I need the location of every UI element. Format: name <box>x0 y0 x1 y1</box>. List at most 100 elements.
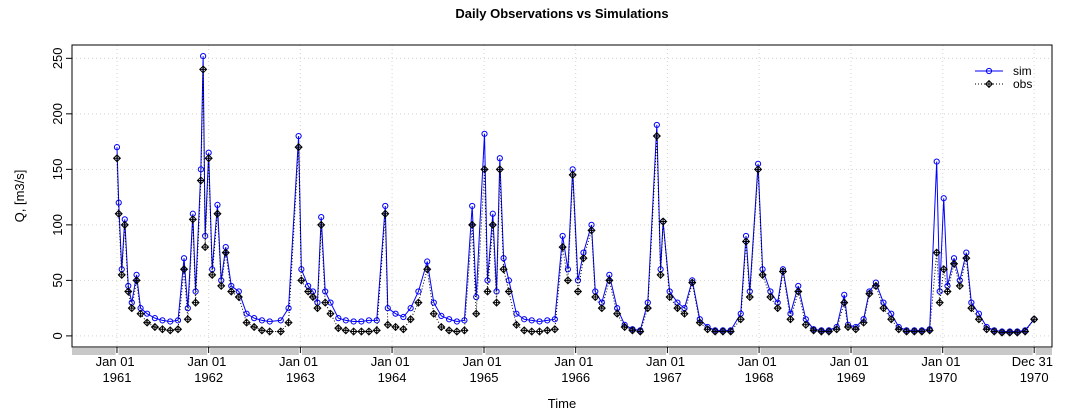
point-shape <box>543 326 552 335</box>
point-shape <box>841 291 848 298</box>
point-shape <box>659 217 668 226</box>
point-shape <box>183 315 192 324</box>
point <box>294 143 303 152</box>
point <box>265 327 274 336</box>
x-tick-label: Jan 01 1966 <box>554 354 597 385</box>
point <box>527 327 536 336</box>
point <box>962 254 971 263</box>
point <box>250 322 259 332</box>
point-shape <box>188 215 197 224</box>
point <box>521 316 528 323</box>
point-shape <box>258 317 266 324</box>
point-shape <box>381 209 390 218</box>
point <box>414 298 423 307</box>
point-shape <box>711 327 720 336</box>
point <box>673 304 682 313</box>
point-shape <box>143 318 152 327</box>
x-tick-label: Dec 31 1970 <box>1012 354 1057 385</box>
point <box>558 242 567 252</box>
point-shape <box>480 165 489 174</box>
point-shape <box>483 287 492 296</box>
point-shape <box>127 304 136 313</box>
point-shape <box>512 320 521 329</box>
point <box>342 317 349 324</box>
point-shape <box>430 299 437 306</box>
point-shape <box>437 322 446 332</box>
point-shape <box>444 326 454 335</box>
point-shape <box>120 220 129 229</box>
point <box>500 255 507 262</box>
point <box>357 327 366 336</box>
point-shape <box>132 276 141 285</box>
point <box>196 176 205 185</box>
point <box>563 276 573 285</box>
point <box>925 326 934 335</box>
point-shape <box>736 315 745 324</box>
point <box>613 309 622 318</box>
point <box>843 322 853 332</box>
point <box>758 270 767 279</box>
point <box>786 315 795 324</box>
point <box>227 287 236 296</box>
point-shape <box>204 154 213 163</box>
legend-label: obs <box>1013 77 1032 91</box>
point-shape <box>1021 327 1030 336</box>
point <box>832 325 841 334</box>
point-shape <box>587 226 596 235</box>
point <box>234 292 243 302</box>
point-shape <box>213 209 222 218</box>
point-shape <box>322 288 329 295</box>
point <box>741 237 751 246</box>
point <box>322 288 329 295</box>
point-shape <box>520 326 529 335</box>
point-shape <box>481 130 488 137</box>
point-shape <box>871 281 881 291</box>
point <box>871 281 881 291</box>
point-shape <box>208 270 217 279</box>
point-shape <box>778 267 788 276</box>
point-shape <box>527 327 536 336</box>
point <box>445 316 453 323</box>
point <box>334 324 343 333</box>
point-shape <box>472 309 481 318</box>
point-shape <box>933 158 940 165</box>
point <box>453 318 460 325</box>
point <box>251 315 258 322</box>
point-shape <box>753 165 763 174</box>
point <box>528 317 535 324</box>
point-shape <box>445 316 453 323</box>
point-shape <box>179 265 189 274</box>
point-shape <box>277 317 284 324</box>
point <box>304 287 313 296</box>
point <box>179 265 189 274</box>
point <box>879 304 888 313</box>
plot-frame <box>71 44 1053 348</box>
point-shape <box>251 315 258 322</box>
point-shape <box>887 315 896 324</box>
point <box>199 65 208 74</box>
point <box>703 325 712 334</box>
point-shape <box>221 248 230 257</box>
point <box>469 202 476 210</box>
point <box>483 287 492 296</box>
point <box>652 131 661 141</box>
point-shape <box>505 277 512 284</box>
point-shape <box>997 328 1007 337</box>
x-tick-label: Jan 01 1964 <box>371 354 414 385</box>
point-shape <box>801 320 810 329</box>
point-shape <box>932 248 941 257</box>
point <box>188 215 197 224</box>
point <box>406 315 415 324</box>
point-shape <box>115 199 122 206</box>
point-shape <box>167 318 174 325</box>
point-shape <box>745 292 754 302</box>
point <box>985 67 993 75</box>
point-shape <box>392 310 399 317</box>
point-shape <box>284 318 293 327</box>
point-shape <box>495 165 504 174</box>
point <box>429 309 438 318</box>
point <box>166 326 175 335</box>
point-shape <box>452 327 461 336</box>
point-shape <box>317 220 326 229</box>
